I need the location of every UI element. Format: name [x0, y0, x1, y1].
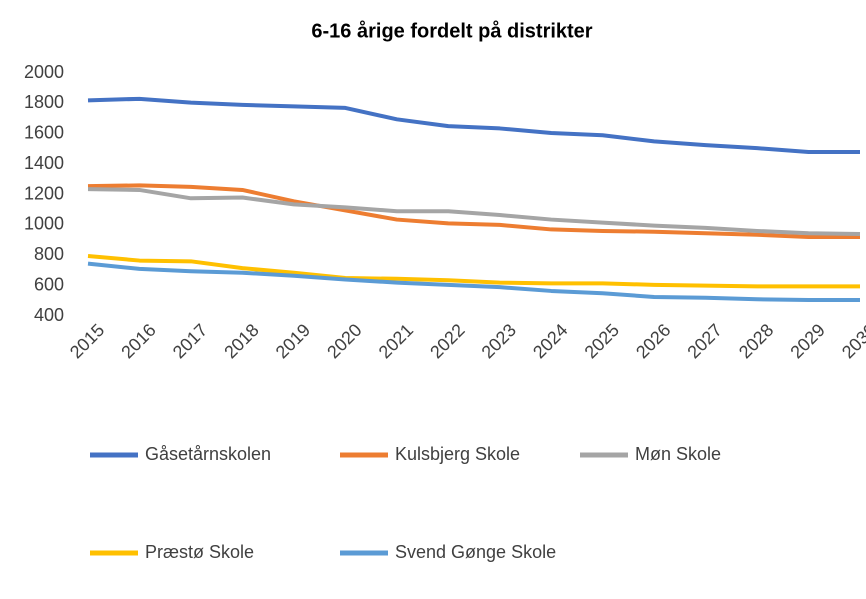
y-tick-label: 800: [34, 244, 64, 264]
series-line: [87, 96, 860, 154]
y-tick-label: 1000: [24, 214, 64, 234]
series-line: [87, 254, 860, 289]
legend-label: Svend Gønge Skole: [395, 542, 556, 562]
legend-label: Gåsetårnskolen: [145, 444, 271, 464]
x-tick-label: 2018: [220, 320, 262, 362]
y-tick-label: 1200: [24, 183, 64, 203]
y-tick-label: 600: [34, 274, 64, 294]
legend-label: Møn Skole: [635, 444, 721, 464]
x-tick-label: 2030: [838, 320, 866, 362]
x-tick-label: 2020: [323, 320, 365, 362]
y-tick-label: 1600: [24, 123, 64, 143]
x-tick-label: 2017: [169, 320, 211, 362]
x-tick-label: 2029: [786, 320, 828, 362]
x-tick-label: 2016: [117, 320, 159, 362]
x-tick-label: 2023: [478, 320, 520, 362]
x-tick-label: 2028: [735, 320, 777, 362]
y-tick-label: 400: [34, 305, 64, 325]
y-tick-label: 1800: [24, 92, 64, 112]
x-tick-label: 2025: [581, 320, 623, 362]
series-line: [87, 183, 860, 240]
series-line: [87, 261, 860, 303]
y-tick-label: 1400: [24, 153, 64, 173]
chart-title: 6-16 årige fordelt på distrikter: [311, 19, 592, 42]
x-tick-label: 2019: [272, 320, 314, 362]
y-tick-label: 2000: [24, 62, 64, 82]
x-tick-label: 2021: [375, 320, 417, 362]
x-tick-label: 2024: [529, 320, 571, 362]
x-tick-label: 2026: [632, 320, 674, 362]
legend-label: Kulsbjerg Skole: [395, 444, 520, 464]
legend-label: Præstø Skole: [145, 542, 254, 562]
x-tick-label: 2015: [66, 320, 108, 362]
series-line: [87, 187, 861, 236]
x-tick-label: 2027: [683, 320, 725, 362]
x-tick-label: 2022: [426, 320, 468, 362]
